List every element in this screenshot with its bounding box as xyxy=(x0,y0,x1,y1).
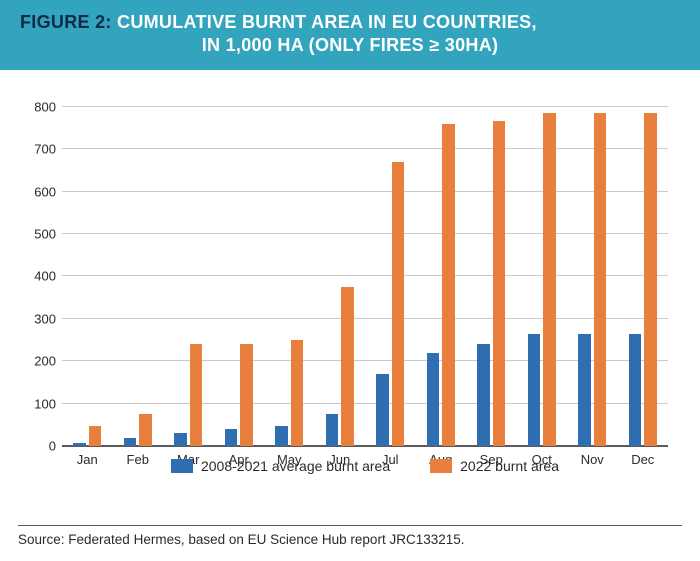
bar-series-a xyxy=(629,334,642,446)
bar-series-b xyxy=(493,121,506,446)
legend-swatch-series-a xyxy=(171,459,193,473)
bar-series-a xyxy=(225,429,238,446)
legend-label-series-a: 2008-2021 average burnt area xyxy=(201,458,390,474)
bar-series-a xyxy=(376,374,389,446)
gridline xyxy=(62,148,668,149)
bar-series-b xyxy=(392,162,405,446)
bar-series-a xyxy=(124,438,137,446)
y-tick-label: 800 xyxy=(34,99,56,114)
bar-series-b xyxy=(442,124,455,446)
gridline xyxy=(62,360,668,361)
bar-series-a xyxy=(427,353,440,446)
legend-swatch-series-b xyxy=(430,459,452,473)
figure-title-text-2: IN 1,000 HA (ONLY FIRES ≥ 30HA) xyxy=(20,35,680,56)
bar-series-b xyxy=(543,113,556,446)
y-tick-label: 0 xyxy=(49,439,56,454)
gridline xyxy=(62,233,668,234)
figure-title-bar: FIGURE 2: CUMULATIVE BURNT AREA IN EU CO… xyxy=(0,0,700,70)
gridline xyxy=(62,275,668,276)
y-tick-label: 100 xyxy=(34,396,56,411)
source-text: Source: Federated Hermes, based on EU Sc… xyxy=(0,526,700,561)
y-tick-label: 600 xyxy=(34,184,56,199)
gridline xyxy=(62,403,668,404)
y-tick-label: 500 xyxy=(34,227,56,242)
bar-series-a xyxy=(326,414,339,446)
bar-series-a xyxy=(528,334,541,446)
bar-series-a xyxy=(578,334,591,446)
bar-series-b xyxy=(341,287,354,446)
bar-series-a xyxy=(73,443,86,446)
bar-series-a xyxy=(477,344,490,446)
gridline xyxy=(62,191,668,192)
y-tick-label: 700 xyxy=(34,142,56,157)
legend-label-series-b: 2022 burnt area xyxy=(460,458,559,474)
y-tick-label: 400 xyxy=(34,269,56,284)
bar-series-b xyxy=(291,340,304,446)
plot-region: 0100200300400500600700800JanFebMarAprMay… xyxy=(62,90,668,447)
bar-series-b xyxy=(594,113,607,446)
figure-title-line1: FIGURE 2: CUMULATIVE BURNT AREA IN EU CO… xyxy=(20,12,680,33)
gridline xyxy=(62,445,668,446)
legend-item-series-b: 2022 burnt area xyxy=(430,458,559,474)
bar-series-b xyxy=(139,414,152,446)
bar-series-a xyxy=(275,426,288,446)
figure-title-text-1: CUMULATIVE BURNT AREA IN EU COUNTRIES, xyxy=(112,12,537,32)
gridline xyxy=(62,106,668,107)
legend-item-series-a: 2008-2021 average burnt area xyxy=(171,458,390,474)
bar-series-b xyxy=(240,344,253,446)
chart-wrap: 0100200300400500600700800JanFebMarAprMay… xyxy=(0,70,700,525)
chart-area: 0100200300400500600700800JanFebMarAprMay… xyxy=(8,84,682,517)
bar-series-b xyxy=(644,113,657,446)
bar-series-a xyxy=(174,433,187,446)
bar-series-b xyxy=(190,344,203,446)
y-tick-label: 300 xyxy=(34,311,56,326)
bar-series-b xyxy=(89,426,102,446)
legend: 2008-2021 average burnt area 2022 burnt … xyxy=(62,453,668,479)
y-tick-label: 200 xyxy=(34,354,56,369)
gridline xyxy=(62,318,668,319)
figure-label: FIGURE 2: xyxy=(20,12,112,32)
figure-container: FIGURE 2: CUMULATIVE BURNT AREA IN EU CO… xyxy=(0,0,700,561)
